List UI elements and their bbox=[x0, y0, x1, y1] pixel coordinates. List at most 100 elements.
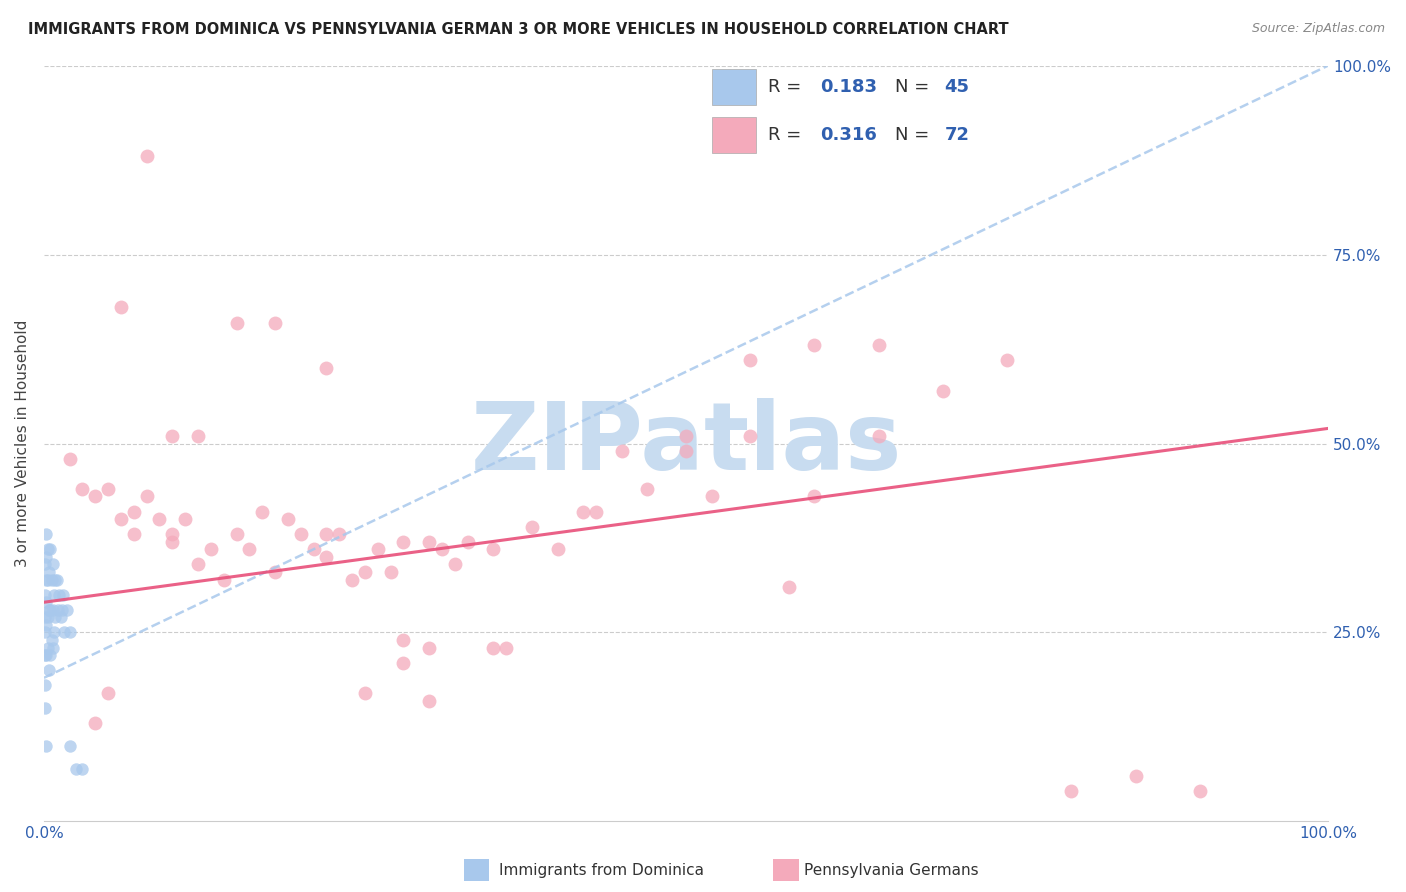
Point bbox=[187, 429, 209, 443]
Point bbox=[56, 603, 79, 617]
Point bbox=[932, 384, 955, 398]
Point bbox=[44, 610, 66, 624]
Point bbox=[35, 618, 58, 632]
Point bbox=[392, 633, 415, 648]
Point bbox=[35, 573, 58, 587]
Point bbox=[675, 429, 697, 443]
Point bbox=[610, 444, 633, 458]
Point bbox=[367, 542, 389, 557]
Text: Immigrants from Dominica: Immigrants from Dominica bbox=[499, 863, 704, 878]
Point bbox=[39, 603, 62, 617]
Y-axis label: 3 or more Vehicles in Household: 3 or more Vehicles in Household bbox=[15, 320, 30, 567]
Point bbox=[44, 573, 66, 587]
Point bbox=[110, 512, 132, 526]
Point bbox=[778, 580, 800, 594]
Point bbox=[49, 610, 72, 624]
Point bbox=[328, 527, 350, 541]
Text: Source: ZipAtlas.com: Source: ZipAtlas.com bbox=[1251, 22, 1385, 36]
Point bbox=[637, 482, 659, 496]
Point bbox=[1125, 769, 1147, 783]
Text: 0.183: 0.183 bbox=[821, 78, 877, 96]
Point bbox=[39, 542, 62, 557]
Point bbox=[35, 527, 58, 541]
Text: R =: R = bbox=[768, 126, 807, 144]
Point bbox=[34, 558, 56, 572]
Point bbox=[42, 603, 65, 617]
Point bbox=[41, 633, 63, 648]
Point bbox=[34, 625, 56, 640]
Text: IMMIGRANTS FROM DOMINICA VS PENNSYLVANIA GERMAN 3 OR MORE VEHICLES IN HOUSEHOLD : IMMIGRANTS FROM DOMINICA VS PENNSYLVANIA… bbox=[28, 22, 1008, 37]
Point bbox=[995, 353, 1018, 368]
Text: 72: 72 bbox=[945, 126, 969, 144]
Point bbox=[135, 149, 157, 163]
Point bbox=[110, 301, 132, 315]
Point bbox=[122, 527, 145, 541]
Point bbox=[37, 573, 59, 587]
FancyBboxPatch shape bbox=[713, 118, 755, 153]
Point bbox=[803, 338, 825, 352]
Point bbox=[315, 549, 337, 564]
Point bbox=[37, 542, 59, 557]
Point bbox=[238, 542, 260, 557]
Point bbox=[35, 739, 58, 753]
Point bbox=[72, 762, 94, 776]
Point bbox=[52, 588, 75, 602]
Point bbox=[700, 490, 723, 504]
Point bbox=[35, 595, 58, 609]
Point bbox=[740, 429, 762, 443]
Point bbox=[495, 640, 517, 655]
Point bbox=[585, 504, 607, 518]
Point bbox=[302, 542, 325, 557]
Point bbox=[42, 558, 65, 572]
Point bbox=[48, 588, 70, 602]
Point bbox=[547, 542, 569, 557]
Point bbox=[225, 527, 247, 541]
Point bbox=[354, 686, 377, 700]
Point bbox=[200, 542, 222, 557]
Point bbox=[430, 542, 453, 557]
Point bbox=[135, 490, 157, 504]
Point bbox=[162, 429, 184, 443]
Point bbox=[44, 588, 66, 602]
Point bbox=[418, 693, 440, 707]
Point bbox=[34, 648, 56, 662]
Point bbox=[38, 565, 60, 579]
Point bbox=[868, 429, 890, 443]
Point bbox=[162, 534, 184, 549]
Point bbox=[225, 316, 247, 330]
Point bbox=[97, 686, 120, 700]
Point bbox=[392, 534, 415, 549]
Point bbox=[290, 527, 312, 541]
Text: N =: N = bbox=[894, 126, 935, 144]
Point bbox=[520, 519, 543, 533]
Point bbox=[162, 527, 184, 541]
Point bbox=[41, 573, 63, 587]
Point bbox=[34, 701, 56, 715]
Point bbox=[37, 610, 59, 624]
Point bbox=[34, 588, 56, 602]
Point bbox=[264, 565, 287, 579]
Point bbox=[315, 360, 337, 375]
Point bbox=[277, 512, 299, 526]
Point bbox=[51, 603, 73, 617]
Point bbox=[264, 316, 287, 330]
Point bbox=[34, 678, 56, 692]
Point bbox=[148, 512, 170, 526]
Point bbox=[72, 482, 94, 496]
Point bbox=[380, 565, 402, 579]
Point bbox=[58, 625, 80, 640]
Point bbox=[84, 490, 107, 504]
Point bbox=[58, 739, 80, 753]
Point bbox=[315, 527, 337, 541]
Point bbox=[39, 648, 62, 662]
Point bbox=[675, 444, 697, 458]
Point bbox=[45, 573, 67, 587]
Point bbox=[65, 762, 87, 776]
Point bbox=[84, 716, 107, 731]
Point bbox=[740, 353, 762, 368]
Point bbox=[42, 640, 65, 655]
Point bbox=[38, 603, 60, 617]
Point bbox=[250, 504, 273, 518]
Text: N =: N = bbox=[894, 78, 935, 96]
Point bbox=[457, 534, 479, 549]
